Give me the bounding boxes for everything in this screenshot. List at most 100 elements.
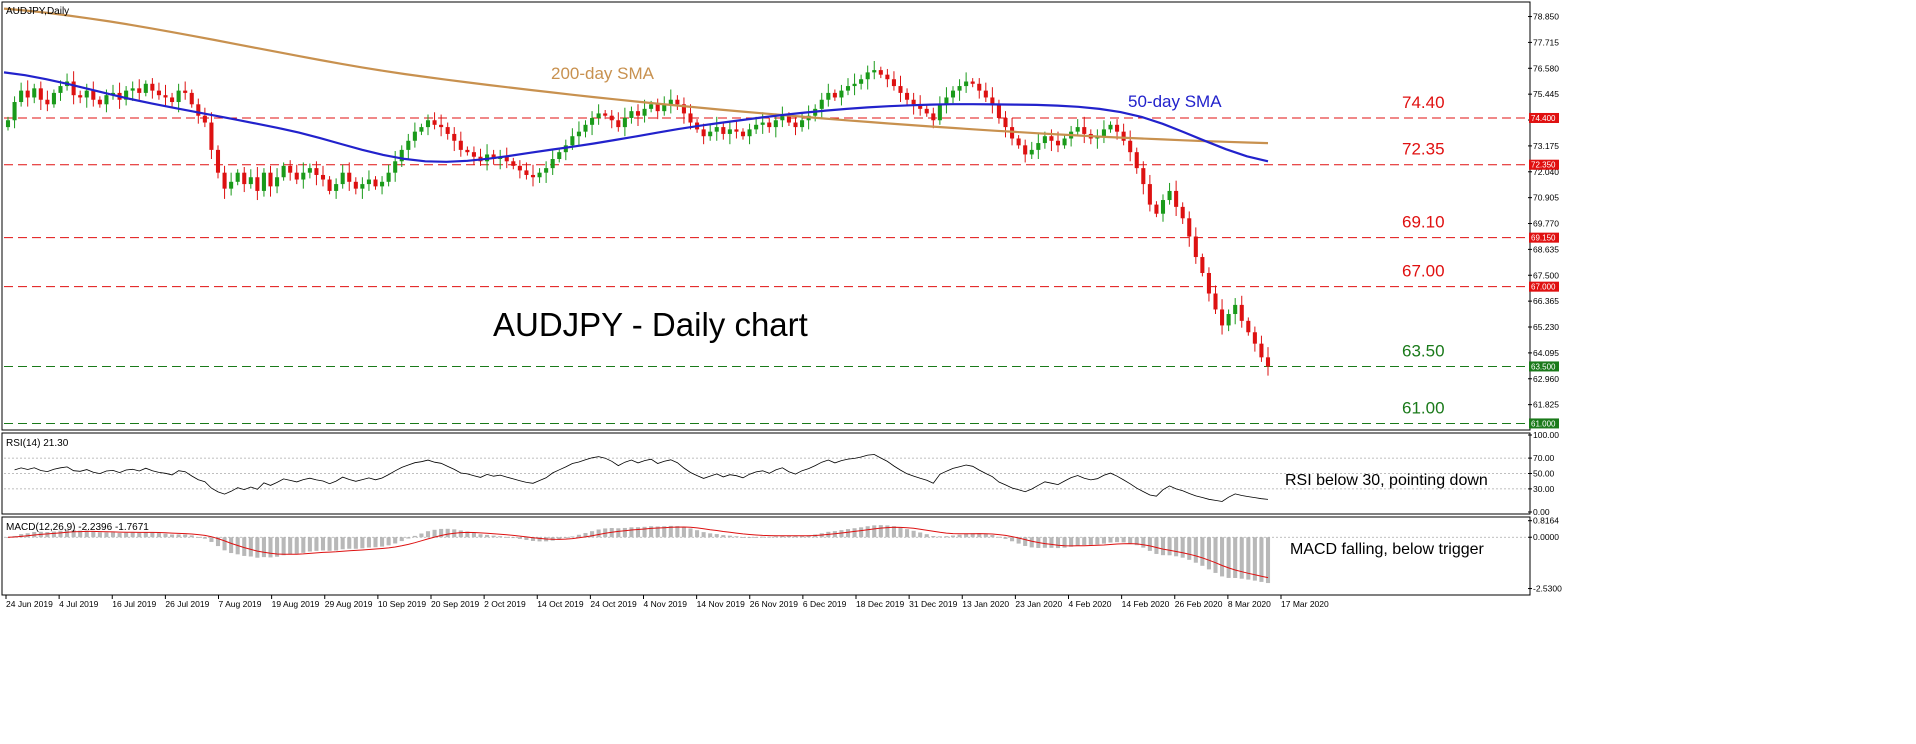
candle-body [380,181,385,187]
level-axis-label: 63.500 [1531,362,1556,371]
macd-histogram-bar [806,535,811,538]
rsi-axis-label: 100.00 [1533,430,1559,440]
candle-body [583,124,588,132]
rsi-annotation: RSI below 30, pointing down [1285,472,1488,489]
macd-histogram-bar [596,529,601,538]
macd-histogram-bar [1154,537,1159,554]
candle-body [957,86,962,91]
candle-body [1029,149,1034,155]
candle-body [616,120,621,128]
macd-histogram-bar [215,537,221,547]
macd-histogram-bar [1121,537,1126,543]
macd-histogram-bar [104,532,109,538]
candle-body [609,115,614,121]
candle-body [642,108,647,116]
candle-body [911,99,916,105]
candle-body [84,90,89,98]
candle-body [1075,127,1080,132]
macd-histogram-bar [721,535,726,538]
macd-histogram-bar [1082,537,1087,546]
candle-body [635,111,641,116]
price-axis-label: 66.365 [1533,296,1559,306]
price-panel-frame [1,1,1531,431]
candle-body [826,92,831,100]
macd-panel-frame [1,516,1531,596]
candle-body [800,120,805,128]
macd-histogram-bar [170,534,175,538]
macd-histogram-bar [1062,537,1067,548]
candle-body [596,113,601,118]
candle-body [1226,314,1231,326]
candle-body [386,172,391,182]
level-label: 61.00 [1402,398,1445,417]
macd-histogram-bar [340,537,345,550]
candle-body [964,81,969,87]
candle-body [668,99,673,105]
x-axis-label: 4 Nov 2019 [644,599,688,609]
candle-body [1265,357,1271,367]
candle-body [557,152,562,160]
macd-histogram-bar [747,537,752,539]
macd-histogram-bar [1010,537,1015,542]
candle-body [215,149,221,173]
macd-histogram-bar [944,536,949,538]
macd-axis-label: -2.5300 [1533,584,1562,594]
candle-body [786,115,791,123]
macd-histogram-bar [65,529,70,538]
macd-histogram-bar [1233,537,1238,578]
macd-histogram-bar [511,537,516,539]
candle-body [701,129,706,137]
chart-title: AUDJPY - Daily chart [493,306,808,343]
candle-body [458,140,463,150]
candle-body [419,127,424,132]
sma200-line [3,7,1269,145]
candle-body [530,174,536,178]
price-plot: 74.40 72.35 69.10 67.00 63.50 61.00 [3,7,1528,424]
axes: 78.85077.71576.58075.44574.31073.17572.0… [5,12,1562,609]
candle-body [32,88,37,98]
candle-body [393,161,398,173]
macd-axis-label: 0.8164 [1533,516,1559,526]
candle-body [655,104,660,112]
macd-histogram-bar [1265,537,1271,584]
candle-body [504,156,509,162]
candle-body [773,120,778,128]
candle-body [360,184,365,189]
macd-histogram-bar [800,535,805,538]
rsi-axis-label: 50.00 [1533,469,1555,479]
candle-body [1200,257,1205,273]
macd-histogram-bar [202,537,207,539]
macd-histogram-bar [629,527,634,538]
macd-histogram-bar [327,537,332,551]
macd-histogram-bar [839,530,844,538]
candle-body [143,83,148,93]
price-axis-label: 78.850 [1533,12,1559,22]
price-axis-label: 61.825 [1533,400,1559,410]
macd-histogram-bar [845,529,851,538]
macd-histogram-bar [399,537,404,542]
macd-histogram-bar [1167,537,1172,556]
price-axis-label: 68.635 [1533,244,1559,254]
candle-body [281,165,286,178]
candle-body [294,172,299,180]
candle-body [1147,184,1152,205]
macd-histogram-bar [918,532,923,538]
candle-body [334,184,339,191]
candle-body [681,104,686,114]
macd-histogram-bar [957,534,962,538]
candle-body [38,88,43,100]
candle-body [156,90,161,96]
candle-body [176,90,181,103]
candle-body [688,113,693,123]
macd-histogram-bar [1016,537,1021,544]
candle-body [622,117,627,128]
macd-histogram-bar [471,532,476,538]
candle-body [189,92,194,105]
sma200-annotation: 200-day SMA [551,64,655,83]
macd-histogram-bar [576,534,581,538]
macd-histogram-bar [137,532,142,538]
macd-histogram-bar [307,537,312,552]
macd-histogram-bar [248,537,253,557]
macd-signal-line [7,526,1269,579]
rsi-line [14,454,1269,502]
